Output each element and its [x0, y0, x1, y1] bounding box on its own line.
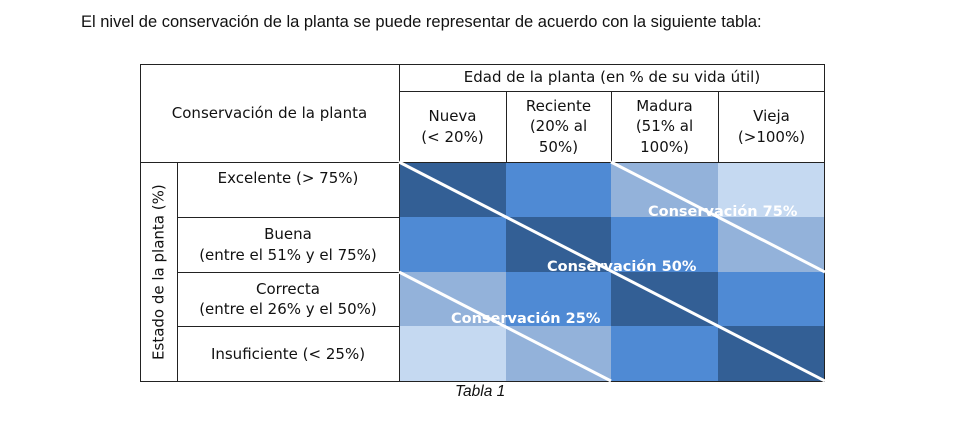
border-header-bottom: [140, 162, 825, 163]
conservation-cell: [611, 272, 718, 326]
conservation-cell: [399, 162, 506, 217]
state-row-label: Correcta (entre el 26% y el 50%): [177, 272, 399, 326]
border-age-underline: [399, 91, 825, 92]
conservation-cell: [399, 217, 506, 272]
conservation-cell: [718, 272, 825, 326]
corner-label: Conservación de la planta: [171, 103, 368, 122]
border-col-1: [506, 91, 507, 162]
border-left: [140, 64, 141, 382]
label-line: (>100%): [737, 127, 806, 146]
conservation-table: Conservación de la planta Edad de la pla…: [140, 64, 825, 382]
border-row-1: [177, 217, 399, 218]
label-line: (20% al: [529, 117, 588, 136]
border-header-split: [399, 64, 400, 382]
state-row-label: Insuficiente (< 25%): [177, 326, 399, 382]
label-line: (51% al: [635, 117, 694, 136]
label-line: Correcta: [256, 279, 320, 298]
label-line: Buena: [264, 225, 312, 244]
intro-text: El nivel de conservación de la planta se…: [81, 13, 762, 31]
border-col-2: [611, 91, 612, 162]
border-col-3: [718, 91, 719, 162]
conservation-cell: [718, 326, 825, 382]
conservation-cell: [611, 162, 718, 217]
age-column-header: Vieja (>100%): [718, 91, 825, 162]
conservation-cell: [718, 162, 825, 217]
border-bottom: [140, 381, 825, 382]
border-top: [140, 64, 825, 65]
border-right: [824, 64, 825, 382]
row-axis-label: Estado de la planta (%): [149, 184, 168, 360]
conservation-cell: [506, 326, 611, 382]
state-row-label: Buena (entre el 51% y el 75%): [177, 217, 399, 272]
conservation-cell: [611, 217, 718, 272]
table-caption: Tabla 1: [455, 383, 506, 400]
age-column-header: Reciente (20% al 50%): [506, 91, 611, 162]
conservation-cell: [399, 272, 506, 326]
age-column-header: Madura (51% al 100%): [611, 91, 718, 162]
conservation-cell: [506, 162, 611, 217]
border-row-3: [177, 326, 399, 327]
label-line: (entre el 51% y el 75%): [199, 245, 377, 264]
label-line: (entre el 26% y el 50%): [199, 300, 377, 318]
conservation-cell: [611, 326, 718, 382]
label-line: (< 20%): [421, 127, 484, 146]
label-line: Insuficiente (< 25%): [210, 344, 366, 363]
conservation-cell: [399, 326, 506, 382]
age-column-header: Nueva (< 20%): [399, 91, 506, 162]
label-line: Nueva: [428, 107, 477, 126]
state-row-label: Excelente (> 75%): [177, 162, 399, 217]
label-line: Excelente (> 75%): [217, 169, 359, 187]
age-header: Edad de la planta (en % de su vida útil): [463, 68, 761, 87]
border-row-2: [177, 272, 399, 273]
label-line: 100%): [640, 137, 689, 156]
label-line: Reciente: [525, 97, 592, 116]
conservation-cell: [718, 217, 825, 272]
label-line: Vieja: [753, 107, 790, 126]
label-line: 50%): [538, 137, 579, 156]
label-line: Madura: [636, 97, 693, 116]
conservation-cell: [506, 217, 611, 272]
conservation-cell: [506, 272, 611, 326]
